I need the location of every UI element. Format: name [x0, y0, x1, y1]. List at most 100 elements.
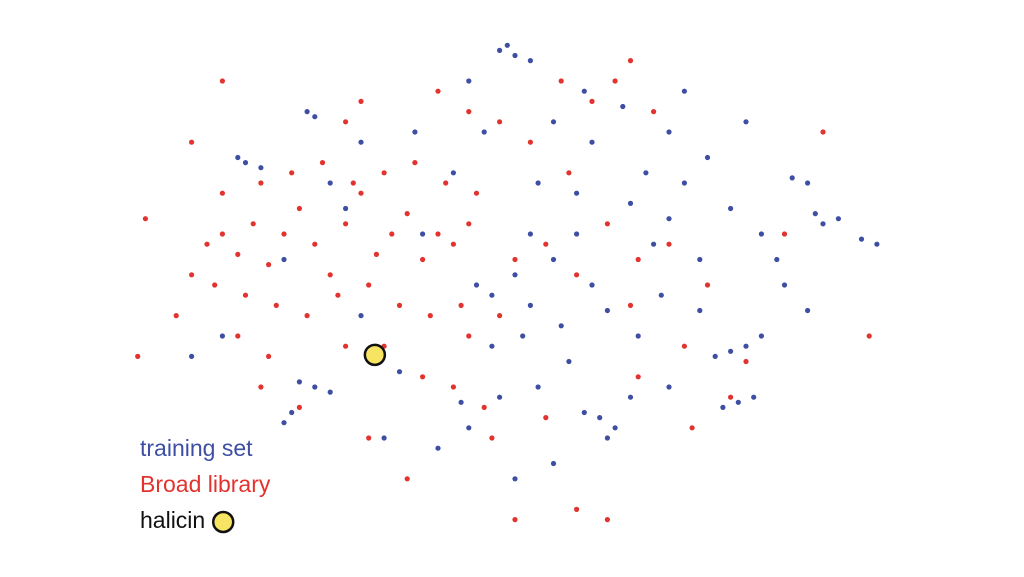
point	[343, 221, 349, 227]
point	[597, 415, 603, 421]
point	[612, 78, 618, 84]
point	[420, 256, 426, 263]
point	[435, 231, 441, 237]
point	[681, 88, 688, 94]
point	[558, 323, 564, 329]
point	[473, 282, 480, 288]
point	[489, 292, 495, 298]
point	[497, 119, 503, 125]
point	[835, 216, 842, 222]
point	[527, 58, 534, 64]
point	[735, 399, 741, 405]
point	[343, 343, 349, 349]
point	[466, 221, 472, 227]
point	[173, 313, 179, 319]
point	[574, 272, 580, 278]
point	[450, 241, 456, 247]
point	[789, 175, 795, 181]
point	[466, 333, 472, 339]
point	[289, 170, 295, 176]
point	[781, 282, 788, 288]
point	[497, 47, 503, 54]
point	[296, 205, 302, 212]
point	[289, 409, 295, 416]
point	[219, 190, 225, 196]
point	[258, 384, 264, 390]
point	[319, 160, 326, 166]
point	[604, 435, 611, 441]
point	[550, 256, 557, 263]
legend-marker	[211, 510, 235, 534]
point	[466, 425, 472, 431]
point	[758, 231, 765, 237]
point	[581, 88, 587, 94]
point	[404, 476, 410, 482]
point	[358, 190, 364, 196]
point	[343, 119, 349, 125]
point	[450, 384, 456, 390]
point	[235, 251, 241, 257]
point	[312, 114, 318, 120]
point	[242, 160, 249, 166]
point	[666, 384, 672, 390]
point	[712, 353, 718, 359]
point	[358, 313, 364, 319]
point	[219, 333, 225, 339]
point	[574, 506, 580, 512]
point	[604, 221, 611, 227]
point	[189, 353, 195, 359]
point	[820, 129, 826, 135]
point	[820, 221, 826, 227]
point	[458, 399, 464, 405]
point	[666, 129, 672, 135]
point	[620, 103, 626, 110]
point	[566, 170, 572, 176]
point	[497, 394, 503, 400]
point	[381, 170, 387, 176]
point	[142, 216, 148, 222]
point	[212, 282, 218, 288]
point	[866, 333, 872, 339]
point	[643, 170, 649, 176]
point	[858, 236, 865, 242]
point	[350, 180, 356, 186]
point	[273, 302, 279, 308]
point	[420, 231, 426, 237]
point	[404, 211, 410, 217]
point	[627, 394, 634, 400]
point	[266, 262, 272, 268]
point	[627, 200, 634, 206]
point	[327, 272, 333, 278]
point	[135, 353, 141, 359]
point	[805, 180, 811, 186]
point	[589, 139, 595, 145]
point	[335, 292, 341, 298]
point	[704, 282, 711, 288]
point	[304, 313, 310, 319]
point	[550, 119, 557, 125]
point	[658, 292, 664, 298]
point	[312, 384, 318, 390]
point	[604, 517, 611, 523]
point	[697, 307, 703, 314]
point	[427, 313, 433, 319]
point	[412, 129, 418, 135]
point	[497, 313, 503, 319]
point	[681, 180, 688, 186]
point	[312, 241, 318, 247]
point	[728, 205, 734, 212]
point	[681, 343, 688, 349]
point	[235, 333, 241, 339]
point	[412, 160, 418, 166]
point	[627, 58, 634, 64]
point	[489, 343, 495, 349]
point	[512, 476, 518, 482]
point	[450, 170, 456, 176]
point	[743, 119, 749, 125]
point	[743, 358, 749, 365]
point	[512, 256, 518, 263]
point	[420, 374, 426, 380]
point	[258, 165, 264, 171]
point	[527, 302, 534, 308]
point	[296, 379, 302, 385]
